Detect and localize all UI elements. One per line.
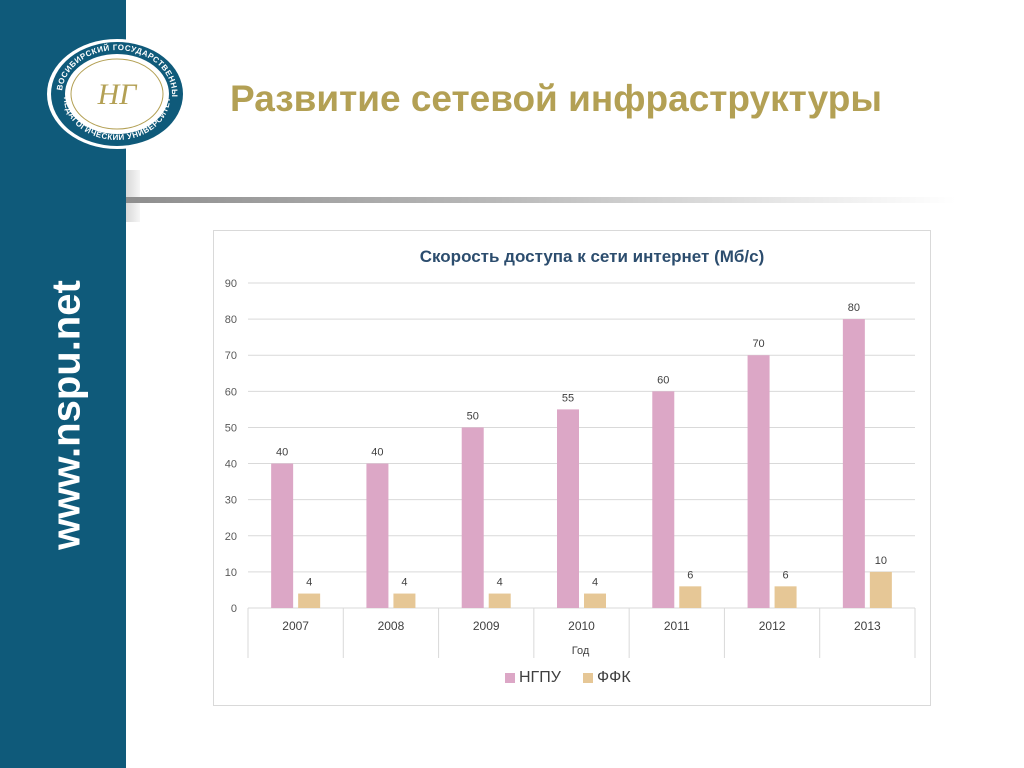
bar-chart: 0 10 20 30 40 50 60 70 80 90 40 40 50 55 60 70 80 4 4 4 4 6 6 1… (225, 278, 916, 686)
data-label: 40 (371, 447, 383, 459)
data-label: 50 (467, 410, 479, 422)
data-label: 4 (497, 577, 503, 589)
x-tick-label: 2010 (568, 619, 595, 633)
bar-ффк-2013 (869, 571, 892, 608)
x-tick-label: 2009 (473, 619, 500, 633)
y-tick-label: 50 (225, 422, 237, 434)
x-tick-label: 2011 (664, 619, 690, 633)
data-label: 6 (687, 569, 693, 581)
data-label: 4 (592, 577, 598, 589)
data-label: 70 (752, 338, 764, 350)
chart-title: Скорость доступа к сети интернет (Мб/с) (419, 247, 765, 266)
logo-monogram: НГ (97, 78, 139, 111)
data-label: 55 (562, 392, 574, 404)
y-tick-label: 70 (225, 350, 237, 362)
x-tick-label: 2013 (854, 619, 881, 633)
legend-label: ФФК (597, 669, 631, 686)
data-label: 60 (657, 374, 669, 386)
bar-нгпу-2011 (652, 391, 675, 608)
bar-нгпу-2009 (461, 427, 484, 608)
site-url: www.nspu.net (44, 280, 89, 550)
data-label: 4 (401, 577, 407, 589)
bar-ффк-2010 (584, 593, 606, 608)
university-logo: НОВОСИБИРСКИЙ ГОСУДАРСТВЕННЫЙ ПЕДАГОГИЧЕ… (46, 38, 187, 149)
data-label: 40 (276, 447, 288, 459)
slide-title: Развитие сетевой инфраструктуры (230, 78, 882, 119)
y-tick-label: 20 (225, 531, 237, 543)
bar-ффк-2012 (774, 586, 797, 608)
bar-нгпу-2010 (557, 409, 579, 608)
x-axis-title: Год (572, 645, 590, 657)
bar-нгпу-2013 (842, 319, 865, 608)
data-label: 80 (848, 302, 860, 314)
y-tick-label: 0 (231, 603, 237, 615)
x-tick-label: 2008 (378, 619, 405, 633)
legend-label: НГПУ (519, 669, 562, 686)
bar-ффк-2009 (488, 593, 511, 608)
data-label: 4 (306, 577, 312, 589)
bar-нгпу-2012 (747, 355, 770, 608)
x-tick-label: 2012 (759, 619, 786, 633)
data-label: 6 (783, 569, 789, 581)
bar-нгпу-2007 (271, 463, 294, 608)
legend-swatch-ффк (583, 673, 593, 683)
bar-ффк-2007 (298, 593, 321, 608)
bar-ффк-2011 (679, 586, 702, 608)
y-tick-label: 10 (225, 567, 237, 579)
y-tick-label: 40 (225, 459, 237, 471)
data-label: 10 (875, 555, 887, 567)
bar-нгпу-2008 (366, 463, 389, 608)
y-tick-label: 80 (225, 314, 237, 326)
legend-swatch-нгпу (505, 673, 515, 683)
y-tick-label: 90 (225, 278, 237, 290)
x-tick-label: 2007 (282, 619, 309, 633)
title-divider (126, 197, 956, 203)
y-tick-label: 60 (225, 386, 237, 398)
bar-ффк-2008 (393, 593, 416, 608)
divider-block (126, 170, 140, 222)
y-tick-label: 30 (225, 495, 237, 507)
